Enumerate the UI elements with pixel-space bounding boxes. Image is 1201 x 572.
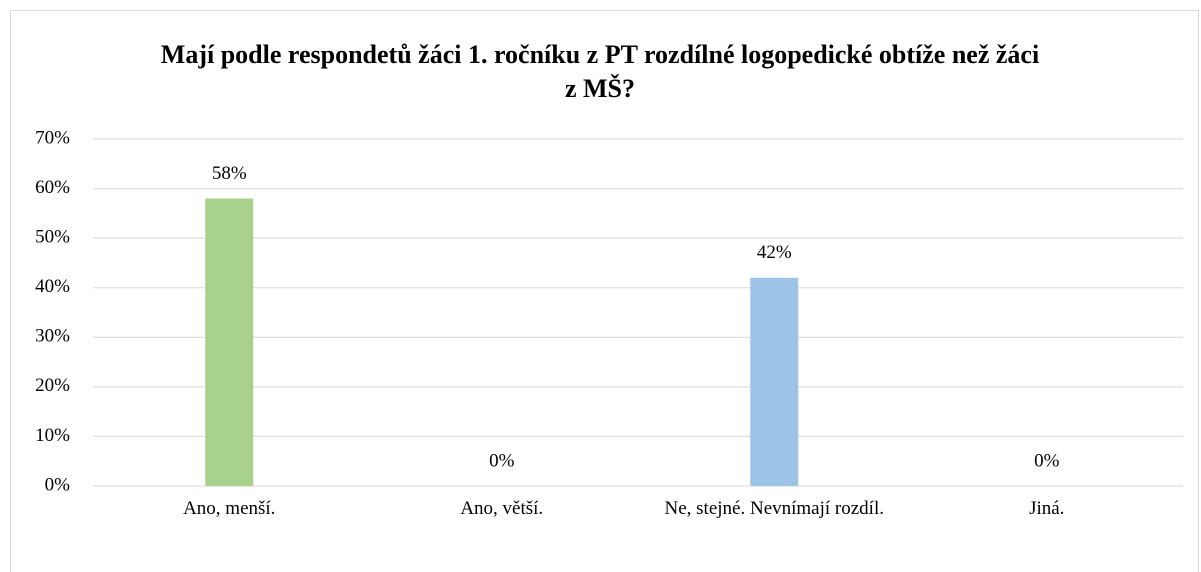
x-tick-label: Ne, stejné. Nevnímají rozdíl. xyxy=(664,498,885,519)
data-label: 42% xyxy=(757,242,792,263)
y-tick-label: 70% xyxy=(35,127,70,148)
y-tick-label: 10% xyxy=(35,425,70,446)
data-label: 0% xyxy=(1034,450,1060,471)
y-tick-label: 30% xyxy=(35,326,70,347)
data-label: 58% xyxy=(212,163,247,184)
bar xyxy=(205,198,254,486)
y-tick-label: 50% xyxy=(35,227,70,248)
x-tick-label: Ano, menší. xyxy=(183,498,276,519)
chart-frame xyxy=(10,10,1199,572)
x-tick-label: Jiná. xyxy=(1029,498,1065,519)
y-tick-label: 0% xyxy=(45,474,71,495)
x-tick-label: Ano, větší. xyxy=(460,498,544,519)
y-tick-label: 60% xyxy=(35,177,70,198)
bar xyxy=(750,277,799,486)
y-tick-label: 40% xyxy=(35,276,70,297)
chart-title: Mají podle respondetů žáci 1. ročníku z … xyxy=(160,40,1040,103)
data-label: 0% xyxy=(489,450,515,471)
y-tick-label: 20% xyxy=(35,375,70,396)
